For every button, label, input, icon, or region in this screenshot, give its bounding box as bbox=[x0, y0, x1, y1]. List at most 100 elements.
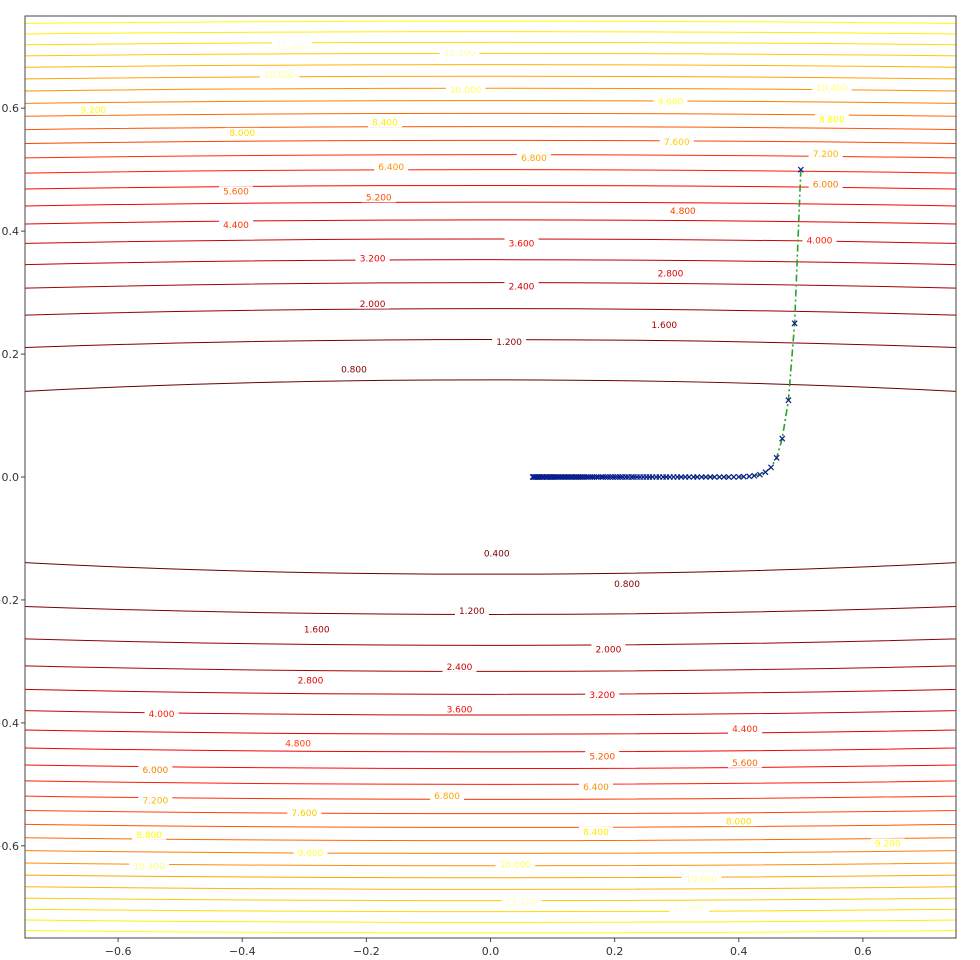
contour-label-gap bbox=[812, 82, 852, 93]
contour-label-gap bbox=[225, 127, 260, 138]
contour-label-gap bbox=[802, 235, 837, 246]
contour-label-gap bbox=[870, 838, 905, 849]
contour-label: 2.800 bbox=[658, 270, 684, 280]
trajectory-point bbox=[725, 473, 732, 481]
contour-label-gap bbox=[219, 186, 254, 197]
trajectory-point bbox=[593, 473, 600, 481]
contour-label-gap bbox=[665, 205, 700, 216]
trajectory-point bbox=[682, 473, 689, 481]
contour-label-gap bbox=[585, 689, 620, 700]
contour-label-gap bbox=[653, 96, 688, 107]
x-tick-label: −0.2 bbox=[353, 945, 380, 958]
contour-line bbox=[25, 31, 956, 923]
contour-label-gap bbox=[439, 47, 480, 58]
contour-line bbox=[25, 339, 956, 615]
contour-line bbox=[25, 20, 956, 934]
contour-label: 4.800 bbox=[670, 207, 696, 217]
contour-line bbox=[25, 169, 956, 785]
contour-label-gap bbox=[492, 336, 527, 347]
contour-label: 7.200 bbox=[813, 150, 839, 160]
contour-label-gap bbox=[442, 661, 477, 672]
trajectory-point bbox=[532, 473, 539, 481]
trajectory-point bbox=[587, 473, 594, 481]
trajectory-point bbox=[702, 473, 709, 481]
contour-label: 11.600 bbox=[276, 43, 308, 53]
x-tick-label: 0.2 bbox=[606, 945, 624, 958]
trajectory-point bbox=[589, 473, 596, 481]
trajectory-point bbox=[720, 473, 727, 481]
y-axis-ticks: −0.6 −0.4 −0.2 0.0 0.2 0.4 0.6 bbox=[0, 102, 25, 853]
contour-label-gap bbox=[281, 738, 316, 749]
contour-label: 1.200 bbox=[496, 338, 522, 348]
contour-label: 9.600 bbox=[658, 98, 684, 108]
contour-label-gap bbox=[287, 807, 322, 818]
contour-label: 8.800 bbox=[819, 115, 845, 125]
contour-line bbox=[25, 282, 956, 672]
contour-label: 8.800 bbox=[136, 831, 162, 841]
contour-label: 4.800 bbox=[285, 739, 311, 749]
trajectory-point bbox=[730, 473, 737, 480]
contour-labels: 0.400 0.800 0.800 1.200 1.200 1.600 1.600 2.000… bbox=[76, 41, 905, 913]
y-tick-label: −0.6 bbox=[0, 840, 19, 853]
contour-label: 5.200 bbox=[589, 752, 615, 762]
contour-label-gap bbox=[132, 829, 167, 840]
contour-label-gap bbox=[653, 268, 688, 279]
contour-label-gap bbox=[361, 192, 396, 203]
contour-label-gap bbox=[272, 41, 312, 52]
contour-label: 5.600 bbox=[732, 759, 758, 769]
contour-label: 2.400 bbox=[509, 283, 535, 293]
contour-label-gap bbox=[579, 826, 614, 837]
x-tick-label: −0.4 bbox=[229, 945, 256, 958]
contour-label: 4.400 bbox=[223, 221, 249, 231]
y-tick-label: 0.4 bbox=[2, 225, 20, 238]
contour-label: 9.600 bbox=[298, 849, 324, 859]
trajectory-point bbox=[602, 473, 609, 481]
y-tick-label: −0.2 bbox=[0, 594, 19, 607]
contour-line bbox=[25, 139, 956, 815]
contour-label: 10.000 bbox=[450, 86, 482, 96]
contour-label: 11.200 bbox=[506, 897, 538, 907]
contour-line bbox=[25, 238, 956, 716]
contour-label: 11.200 bbox=[444, 49, 476, 59]
contour-label: 4.000 bbox=[807, 237, 833, 247]
contour-label-gap bbox=[591, 644, 626, 655]
contour-label: 1.600 bbox=[651, 321, 677, 331]
contour-line bbox=[25, 185, 956, 769]
contour-label: 7.600 bbox=[291, 809, 317, 819]
contour-label-gap bbox=[219, 219, 254, 230]
y-tick-label: −0.4 bbox=[0, 717, 19, 730]
trajectory-point bbox=[762, 469, 769, 476]
trajectory-point bbox=[614, 473, 621, 481]
trajectory bbox=[529, 166, 804, 481]
contour-label: 1.600 bbox=[304, 626, 330, 636]
x-tick-label: 0.6 bbox=[854, 945, 872, 958]
contour-label-gap bbox=[814, 114, 849, 125]
trajectory-point bbox=[797, 166, 804, 173]
contour-label-gap bbox=[355, 298, 390, 309]
contour-label: 2.800 bbox=[298, 677, 324, 687]
trajectory-point bbox=[604, 473, 611, 481]
contour-label-gap bbox=[647, 319, 682, 330]
contour-label: 2.400 bbox=[447, 663, 473, 673]
contour-label: 2.000 bbox=[596, 645, 622, 655]
contour-label-gap bbox=[808, 148, 843, 159]
contour-label-gap bbox=[293, 847, 328, 858]
trajectory-point bbox=[595, 473, 602, 481]
contour-line bbox=[25, 75, 956, 879]
trajectory-point bbox=[768, 464, 775, 471]
trajectory-point bbox=[597, 473, 605, 481]
contour-label-gap bbox=[259, 70, 300, 81]
contour-line bbox=[25, 87, 956, 867]
contour-label: 7.200 bbox=[142, 797, 168, 807]
contour-label-gap bbox=[495, 859, 536, 870]
contour-label: 3.600 bbox=[447, 706, 473, 716]
contour-label: 6.800 bbox=[521, 154, 547, 164]
contour-label-gap bbox=[293, 675, 328, 686]
contour-label-gap bbox=[727, 724, 762, 735]
contour-label: 7.600 bbox=[664, 138, 690, 148]
contour-line bbox=[25, 379, 956, 575]
contour-label-gap bbox=[129, 861, 169, 872]
contour-label: 8.400 bbox=[583, 828, 609, 838]
contour-label: 4.400 bbox=[732, 725, 758, 735]
